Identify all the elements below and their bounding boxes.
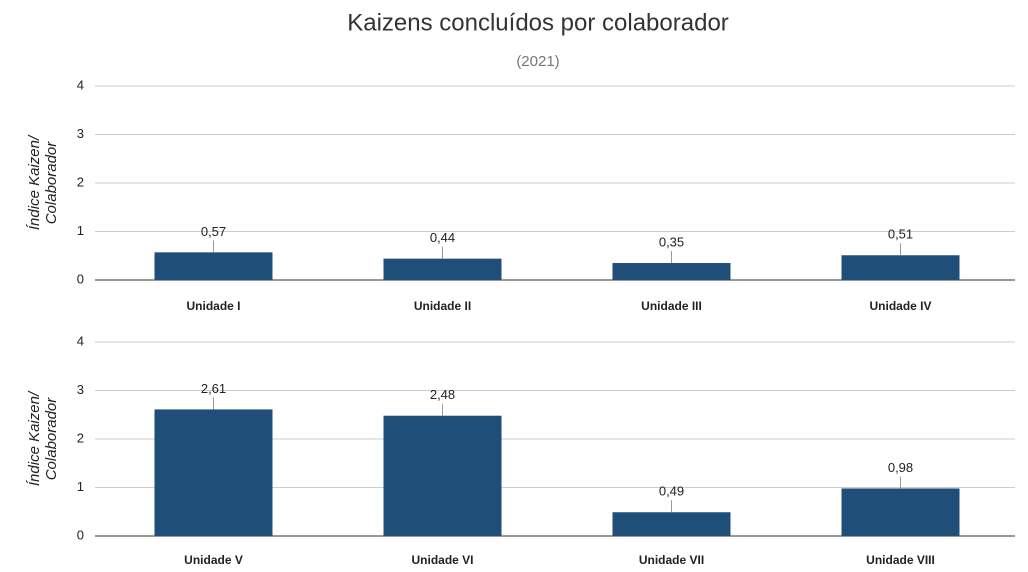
y-tick-label: 3 xyxy=(77,382,84,397)
bar xyxy=(841,488,960,536)
x-tick-label: Unidade I xyxy=(186,299,240,313)
y-tick-label: 1 xyxy=(77,223,84,238)
data-label: 0,51 xyxy=(888,227,913,242)
y-axis-label: Índice Kaizen/ xyxy=(26,390,43,486)
y-tick-label: 3 xyxy=(77,126,84,141)
data-label: 2,48 xyxy=(430,387,455,402)
x-tick-label: Unidade VII xyxy=(639,553,704,567)
bar xyxy=(154,252,273,280)
x-tick-label: Unidade V xyxy=(184,553,243,567)
y-axis-label: Índice Kaizen/ xyxy=(26,134,43,230)
chart-title: Kaizens concluídos por colaborador xyxy=(347,9,729,36)
y-axis-label: Colaborador xyxy=(43,141,60,225)
data-label: 2,61 xyxy=(201,381,226,396)
x-tick-label: Unidade III xyxy=(641,299,702,313)
y-tick-label: 2 xyxy=(77,430,84,445)
bar xyxy=(612,512,731,536)
bar xyxy=(154,409,273,536)
bar xyxy=(612,263,731,280)
bar xyxy=(383,258,502,280)
data-label: 0,44 xyxy=(430,230,455,245)
y-axis-label: Colaborador xyxy=(43,397,60,481)
x-tick-label: Unidade VI xyxy=(411,553,473,567)
data-label: 0,49 xyxy=(659,484,684,499)
data-label: 0,57 xyxy=(201,224,226,239)
y-tick-label: 4 xyxy=(77,77,84,92)
y-tick-label: 0 xyxy=(77,271,84,286)
data-label: 0,35 xyxy=(659,234,684,249)
bar xyxy=(841,255,960,280)
y-tick-label: 4 xyxy=(77,333,84,348)
chart-subtitle: (2021) xyxy=(516,53,559,70)
y-tick-label: 2 xyxy=(77,174,84,189)
data-label: 0,98 xyxy=(888,460,913,475)
y-tick-label: 1 xyxy=(77,479,84,494)
bar xyxy=(383,415,502,536)
x-tick-label: Unidade VIII xyxy=(866,553,935,567)
y-tick-label: 0 xyxy=(77,527,84,542)
x-tick-label: Unidade II xyxy=(414,299,471,313)
x-tick-label: Unidade IV xyxy=(869,299,931,313)
